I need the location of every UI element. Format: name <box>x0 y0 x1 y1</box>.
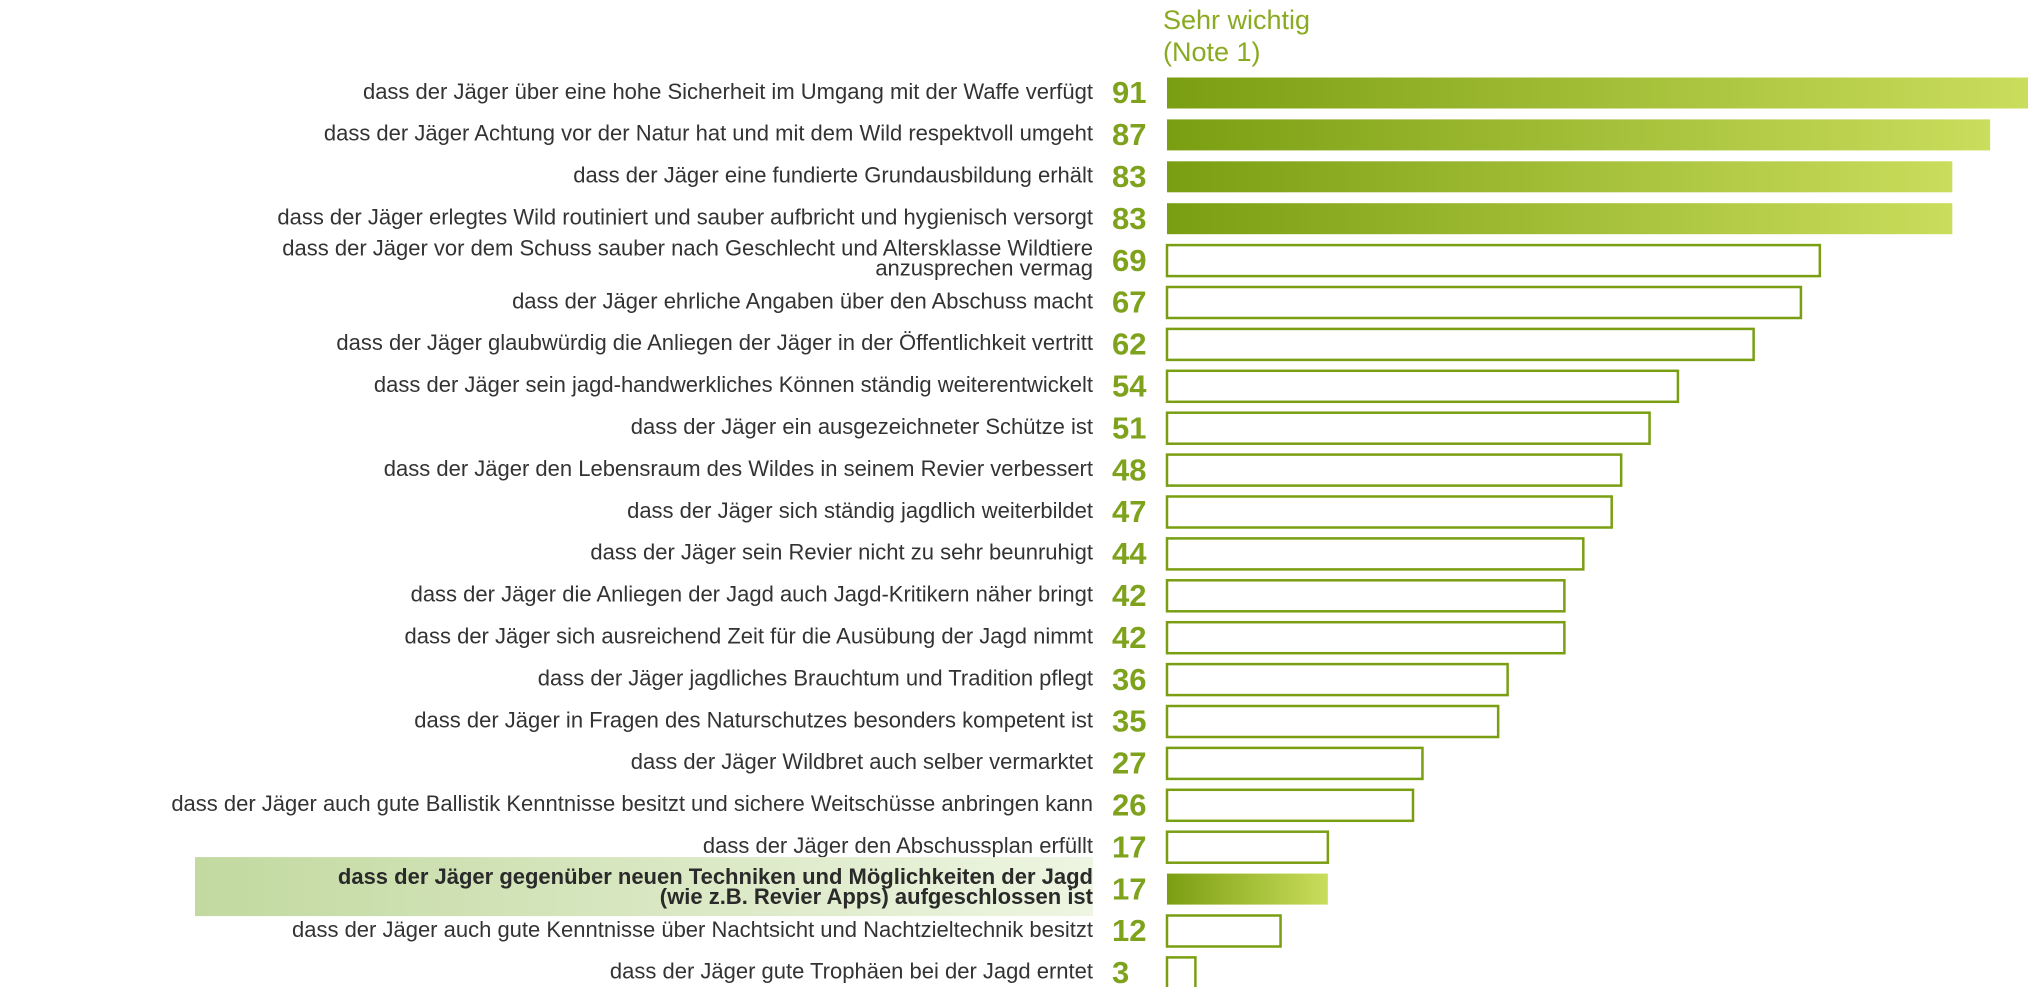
value-label: 69 <box>1112 243 1146 278</box>
bar <box>1165 788 1415 823</box>
category-label: dass der Jäger ehrliche Angaben über den… <box>512 288 1093 313</box>
category-label: dass der Jäger ein ausgezeichneter Schüt… <box>631 414 1093 439</box>
value-label: 35 <box>1112 704 1146 739</box>
value-label: 26 <box>1112 787 1146 822</box>
category-label: dass der Jäger Wildbret auch selber verm… <box>631 749 1093 774</box>
value-label: 67 <box>1112 285 1146 320</box>
value-label: 54 <box>1112 368 1147 403</box>
category-label: dass der Jäger eine fundierte Grundausbi… <box>573 163 1093 188</box>
value-label: 62 <box>1112 327 1146 362</box>
category-label: dass der Jäger sich ständig jagdlich wei… <box>627 498 1093 523</box>
category-label: dass der Jäger Achtung vor der Natur hat… <box>324 121 1093 146</box>
bar <box>1167 203 1953 235</box>
bar <box>1167 873 1328 905</box>
category-label: dass der Jäger gegenüber neuen Techniken… <box>338 864 1093 889</box>
value-label: 17 <box>1112 829 1146 864</box>
category-label: dass der Jäger auch gute Ballistik Kennt… <box>171 791 1093 816</box>
bar <box>1167 161 1953 193</box>
value-label: 36 <box>1112 662 1146 697</box>
highlight-box <box>195 857 1093 917</box>
category-label: anzusprechen vermag <box>875 255 1093 280</box>
value-label: 42 <box>1112 578 1146 613</box>
bar <box>1165 746 1424 781</box>
value-label: 47 <box>1112 494 1146 529</box>
bar <box>1165 369 1680 404</box>
header-line: Sehr wichtig <box>1163 5 1310 35</box>
category-label: dass der Jäger den Abschussplan erfüllt <box>703 833 1093 858</box>
bar <box>1165 704 1500 739</box>
value-label: 27 <box>1112 746 1146 781</box>
category-label: dass der Jäger jagdliches Brauchtum und … <box>538 665 1093 690</box>
category-label: dass der Jäger in Fragen des Naturschutz… <box>414 707 1093 732</box>
category-label: dass der Jäger glaubwürdig die Anliegen … <box>336 330 1093 355</box>
value-label: 83 <box>1112 201 1146 236</box>
bar <box>1165 453 1623 487</box>
value-label: 87 <box>1112 117 1146 152</box>
bar <box>1165 537 1585 571</box>
category-label: dass der Jäger gute Trophäen bei der Jag… <box>610 959 1093 984</box>
value-label: 48 <box>1112 452 1146 487</box>
bar <box>1165 579 1566 613</box>
category-label: (wie z.B. Revier Apps) aufgeschlossen is… <box>660 884 1094 909</box>
category-label: dass der Jäger sein jagd-handwerkliches … <box>374 372 1093 397</box>
bar <box>1165 956 1197 987</box>
value-label: 3 <box>1112 955 1129 987</box>
category-label: dass der Jäger sich ausreichend Zeit für… <box>405 624 1094 649</box>
bar <box>1165 411 1651 445</box>
value-label: 51 <box>1112 410 1146 445</box>
category-label: dass der Jäger erlegtes Wild routiniert … <box>277 205 1093 230</box>
category-label: dass der Jäger vor dem Schuss sauber nac… <box>282 235 1093 260</box>
bar <box>1165 620 1566 655</box>
category-label: dass der Jäger über eine hohe Sicherheit… <box>363 79 1093 104</box>
category-label: dass der Jäger den Lebensraum des Wildes… <box>384 456 1093 481</box>
bar <box>1165 830 1330 864</box>
category-label: dass der Jäger die Anliegen der Jagd auc… <box>411 582 1093 607</box>
bar <box>1165 285 1803 320</box>
value-label: 83 <box>1112 159 1146 194</box>
value-label: 42 <box>1112 620 1146 655</box>
bar <box>1165 914 1282 948</box>
bar <box>1165 327 1755 362</box>
category-label: dass der Jäger sein Revier nicht zu sehr… <box>590 540 1093 565</box>
category-label: dass der Jäger auch gute Kenntnisse über… <box>292 917 1093 942</box>
bar <box>1165 243 1822 278</box>
value-label: 44 <box>1112 536 1147 571</box>
bar <box>1165 662 1509 697</box>
value-label: 91 <box>1112 75 1146 110</box>
header-line: (Note 1) <box>1163 37 1261 67</box>
bar <box>1167 77 2028 109</box>
bar <box>1167 119 1991 151</box>
bar <box>1165 495 1613 529</box>
value-label: 17 <box>1112 871 1146 906</box>
value-label: 12 <box>1112 913 1146 948</box>
